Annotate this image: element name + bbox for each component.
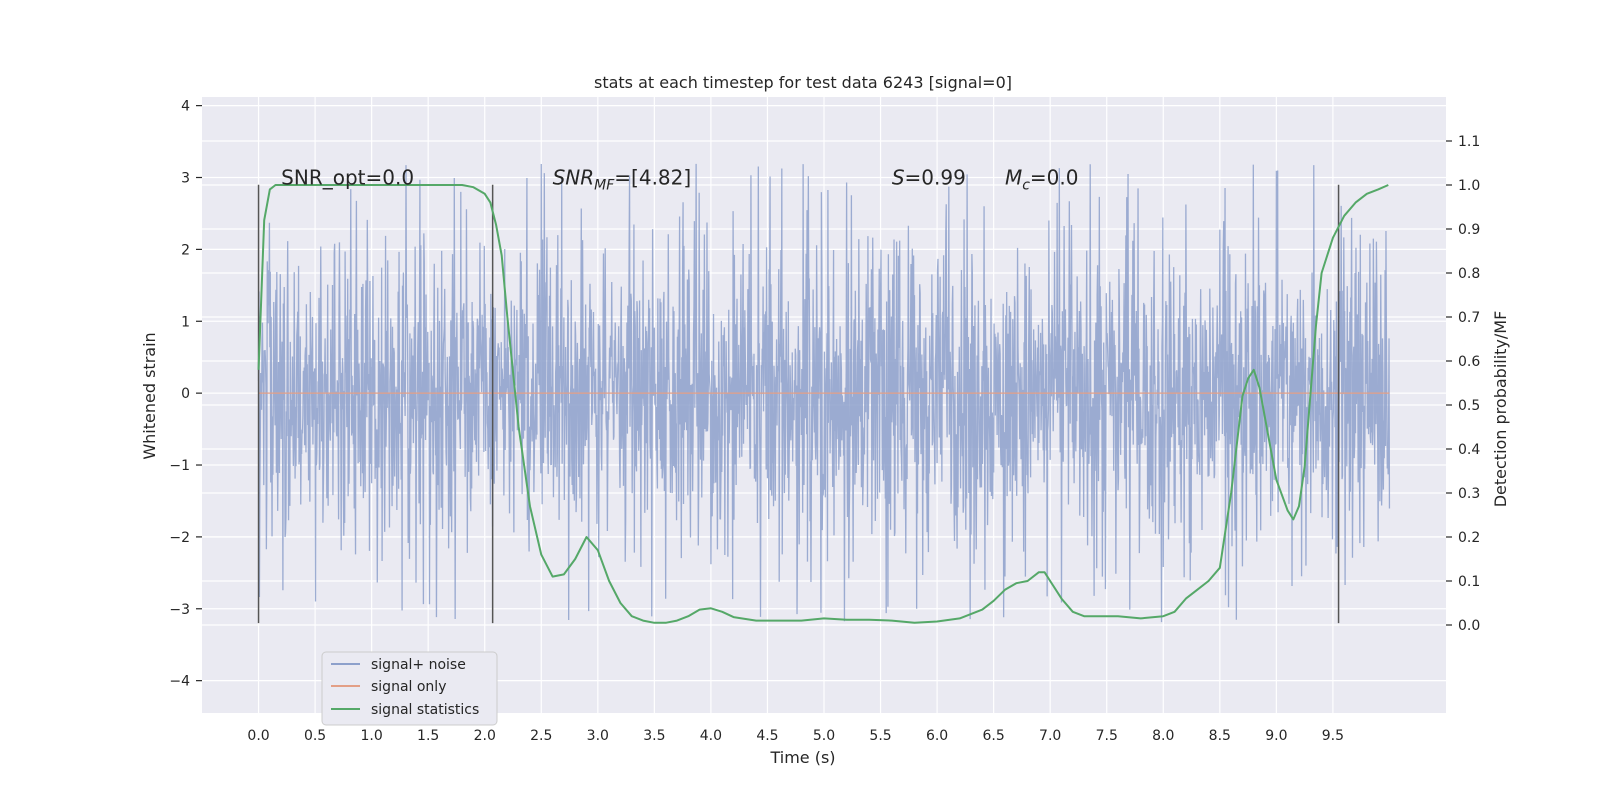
annotation-2: S=0.99 — [892, 166, 966, 190]
y-tick-label-2: 2 — [181, 242, 190, 258]
signal-noise-series — [257, 163, 1391, 623]
x-tick-label-18: 9.0 — [1265, 728, 1287, 744]
x-tick-label-6: 3.0 — [587, 728, 609, 744]
y-right-tick-label-10: 0.1 — [1458, 574, 1480, 590]
y-tick-label-1: 3 — [181, 171, 190, 187]
x-axis: 0.0 0.5 1.0 1.5 2.0 2.5 3.0 3.5 4.0 4.5 5.0 5.5 6.0 6… — [247, 728, 1344, 744]
legend-box — [321, 651, 498, 726]
y-right-tick-label-7: 0.4 — [1458, 442, 1480, 458]
x-tick-label-14: 7.0 — [1039, 728, 1061, 744]
x-tick-label-2: 1.0 — [361, 728, 383, 744]
y-axis-right-label: Detection probability/MF — [1491, 311, 1510, 508]
x-tick-label-8: 4.0 — [700, 728, 722, 744]
x-tick-label-17: 8.5 — [1209, 728, 1231, 744]
annotation-1: SNRMF=[4.82] — [553, 166, 692, 194]
signal-noise-line — [257, 163, 1391, 623]
x-tick-label-0: 0.0 — [247, 728, 269, 744]
x-tick-label-15: 7.5 — [1096, 728, 1118, 744]
vertical-markers — [257, 184, 1340, 624]
y-right-tick-label-3: 0.8 — [1458, 266, 1480, 282]
y-tick-label-3: 1 — [181, 314, 190, 330]
y-tick-label-7: −3 — [169, 602, 190, 618]
legend-label-signal-only: signal only — [371, 679, 446, 695]
annotation-0: SNR_opt=0.0 — [281, 166, 414, 190]
y-tick-label-0: 4 — [181, 99, 190, 115]
y-tick-label-4: 0 — [181, 386, 190, 402]
y-right-tick-label-9: 0.2 — [1458, 530, 1480, 546]
y-tick-label-6: −2 — [169, 530, 190, 546]
y-right-tick-label-0: 1.1 — [1458, 134, 1480, 150]
y-right-tick-label-5: 0.6 — [1458, 354, 1480, 370]
y-right-tick-label-11: 0.0 — [1458, 618, 1480, 634]
y-axis-left: 4 3 2 1 0 −1 −2 −3 −4 — [169, 99, 202, 690]
signal-statistics-line — [257, 184, 1389, 624]
x-tick-label-1: 0.5 — [304, 728, 326, 744]
x-axis-label: Time (s) — [769, 748, 835, 767]
x-tick-label-16: 8.0 — [1152, 728, 1174, 744]
annotation-3: Mc=0.0 — [1005, 166, 1079, 194]
x-tick-label-13: 6.5 — [983, 728, 1005, 744]
legend-label-signal-statistics: signal statistics — [371, 702, 479, 718]
x-tick-label-5: 2.5 — [530, 728, 552, 744]
x-tick-label-4: 2.0 — [474, 728, 496, 744]
y-right-tick-label-8: 0.3 — [1458, 486, 1480, 502]
y-right-tick-label-4: 0.7 — [1458, 310, 1480, 326]
annotations: SNR_opt=0.0 SNRMF=[4.82] S=0.99 Mc=0.0 — [281, 166, 1078, 194]
y-axis-label: Whitened strain — [140, 332, 159, 459]
y-right-tick-label-1: 1.0 — [1458, 178, 1480, 194]
x-tick-label-3: 1.5 — [417, 728, 439, 744]
x-tick-label-19: 9.5 — [1322, 728, 1344, 744]
signal-statistics-series — [257, 184, 1389, 624]
x-tick-label-11: 5.5 — [869, 728, 891, 744]
x-tick-label-12: 6.0 — [926, 728, 948, 744]
x-tick-label-10: 5.0 — [813, 728, 835, 744]
y-tick-label-8: −4 — [169, 674, 190, 690]
y-right-tick-label-6: 0.5 — [1458, 398, 1480, 414]
x-tick-label-7: 3.5 — [643, 728, 665, 744]
y-axis-right: 1.1 1.0 0.9 0.8 0.7 0.6 0.5 0.4 0.3 0.2 0.1 0.0 — [1446, 134, 1480, 634]
y-tick-label-5: −1 — [169, 458, 190, 474]
x-tick-label-9: 4.5 — [756, 728, 778, 744]
y-right-tick-label-2: 0.9 — [1458, 222, 1480, 238]
legend: signal+ noise signal only signal statist… — [321, 651, 498, 726]
chart-title: stats at each timestep for test data 624… — [594, 73, 1012, 92]
legend-label-signal-noise: signal+ noise — [371, 657, 466, 673]
